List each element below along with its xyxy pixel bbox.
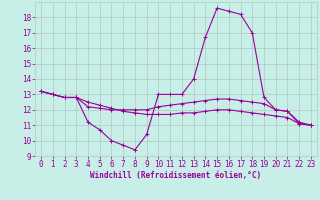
X-axis label: Windchill (Refroidissement éolien,°C): Windchill (Refroidissement éolien,°C) <box>91 171 261 180</box>
